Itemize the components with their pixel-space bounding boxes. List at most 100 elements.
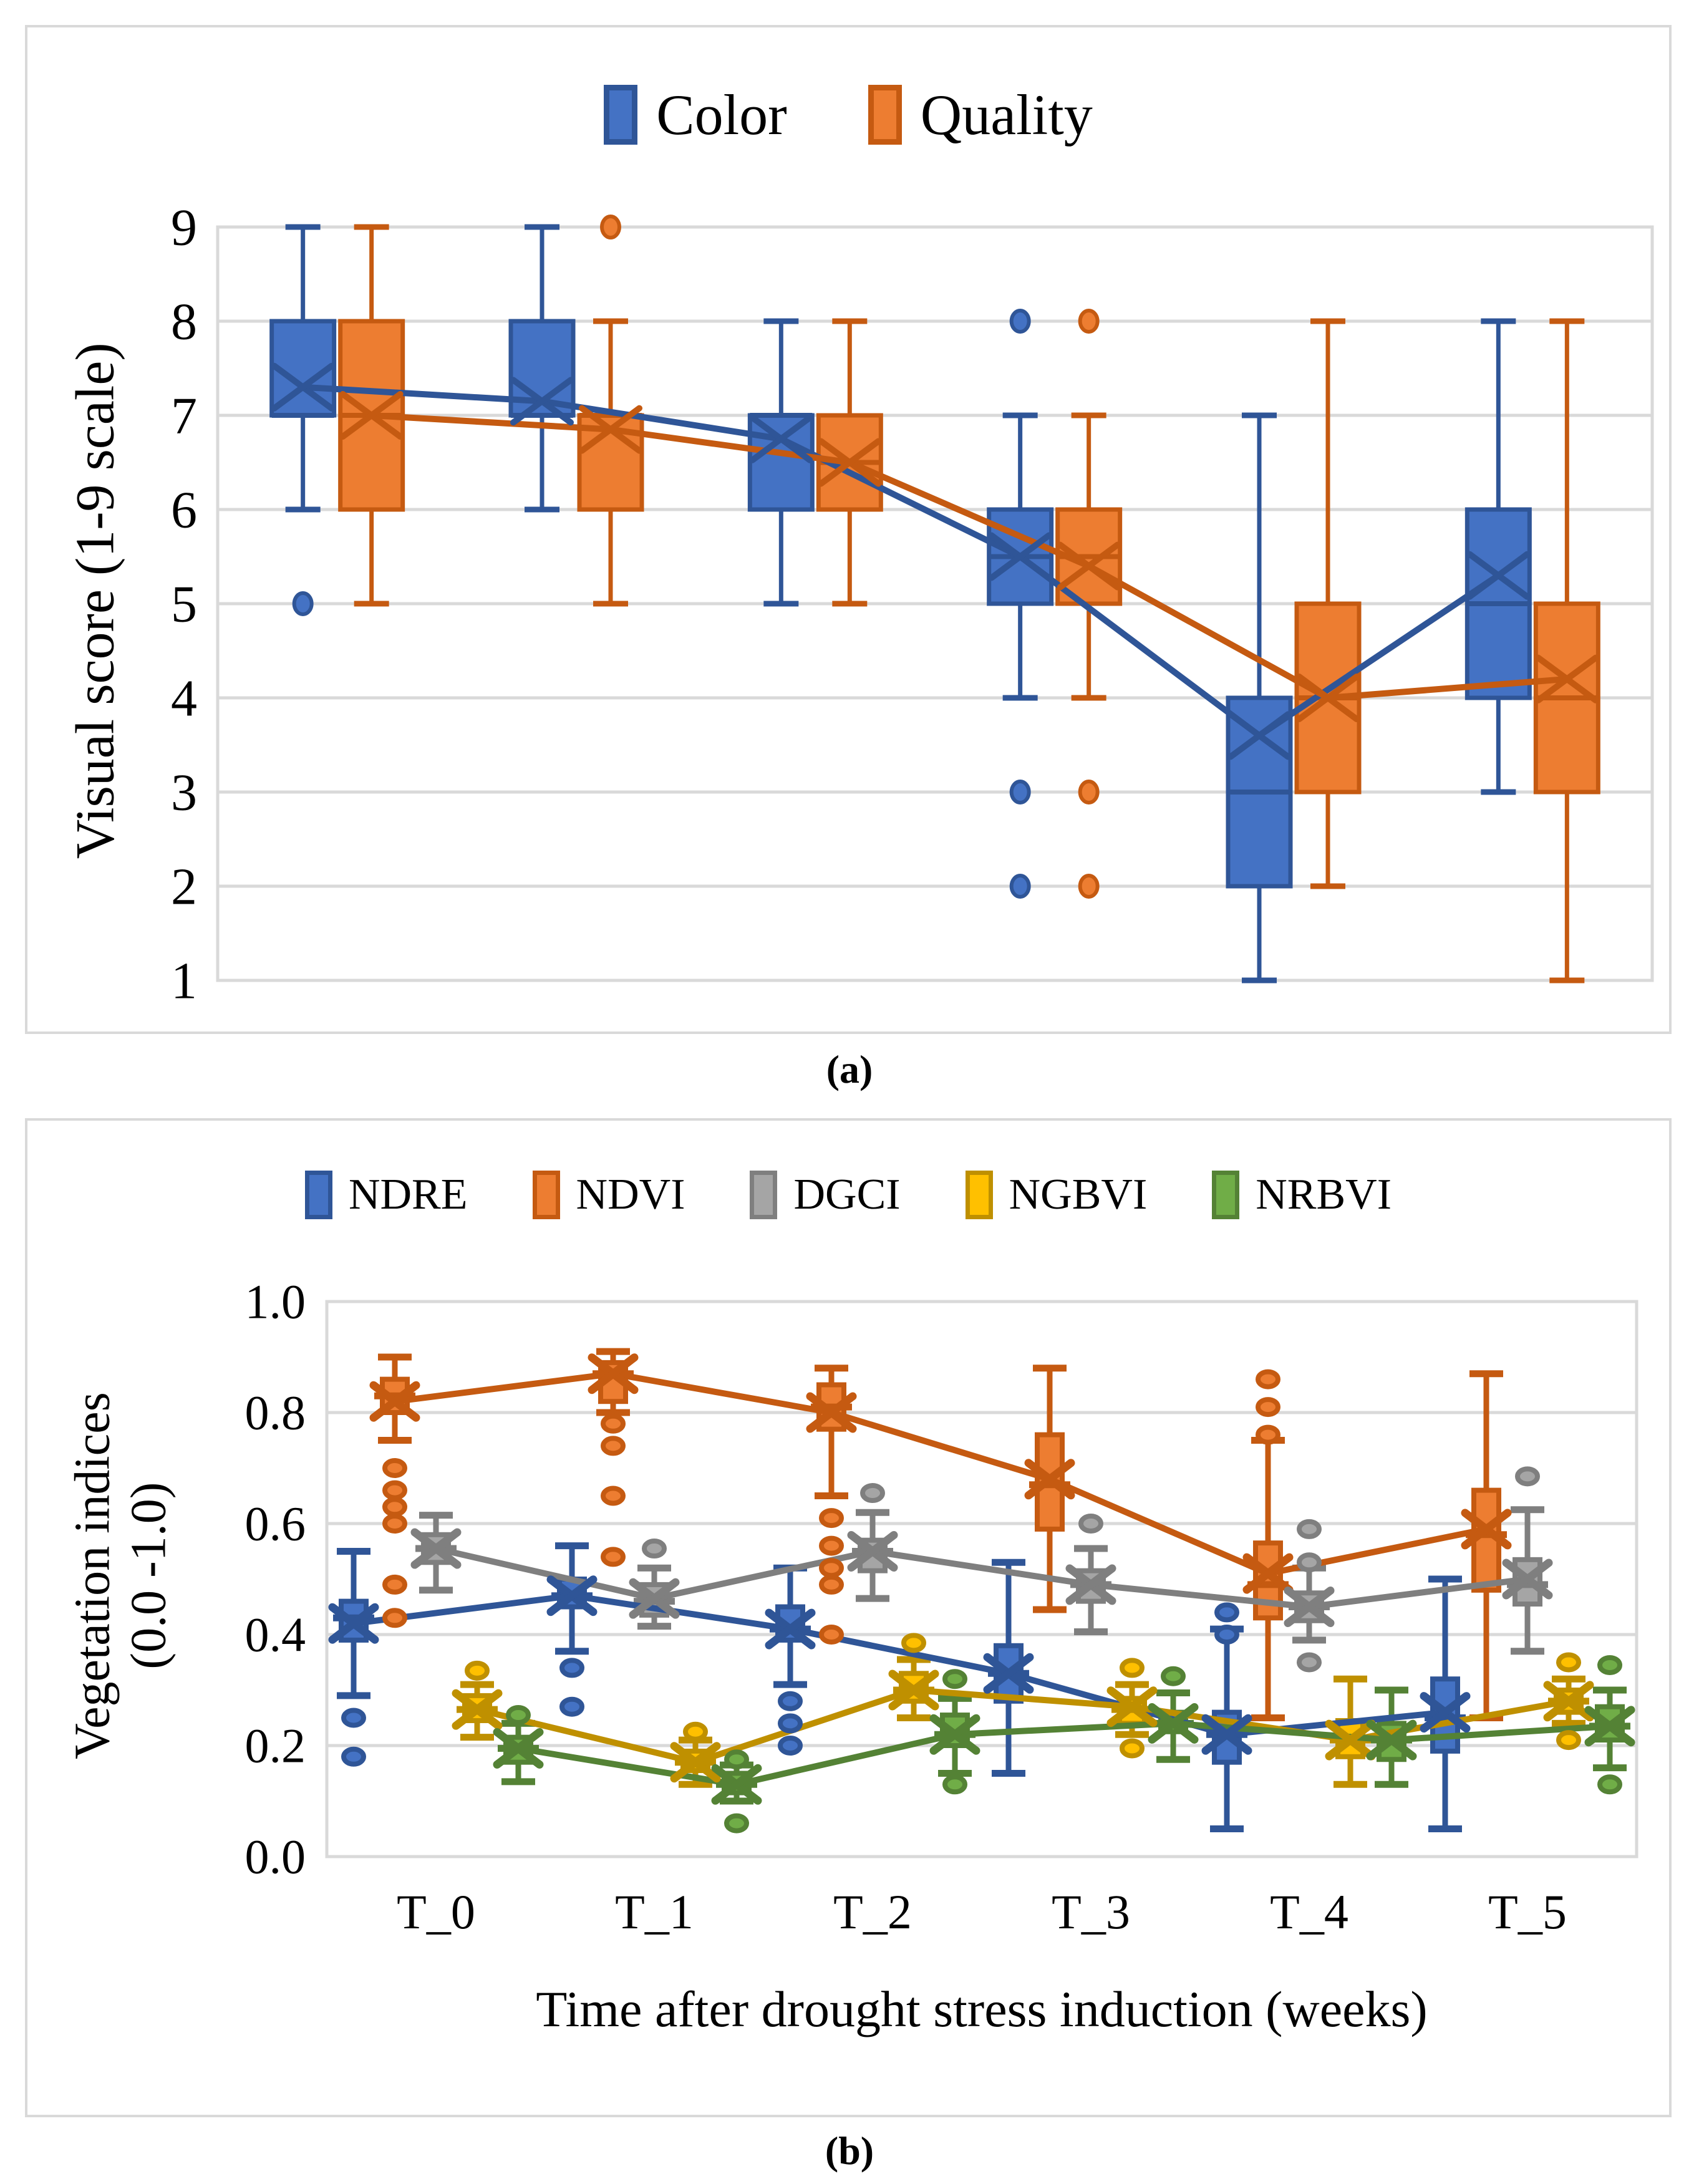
y-tick-label: 0.4 [245, 1608, 306, 1662]
series-markers-NRBVI [493, 1655, 1635, 1834]
mean-x-marker [493, 1727, 544, 1769]
mean-x-marker [1461, 1509, 1512, 1550]
legend-item-NRBVI: NRBVI [1212, 1171, 1392, 1219]
mean-x-marker [847, 1531, 898, 1572]
mean-trend-line-Color [303, 384, 1501, 739]
legend-label: DGCI [793, 1171, 901, 1219]
mean-x-marker [546, 1575, 598, 1616]
outlier-point [901, 1633, 926, 1653]
legend-swatch-icon [1212, 1171, 1240, 1219]
mean-x-marker [806, 1392, 857, 1433]
mean-x-marker [1057, 541, 1121, 591]
outlier-point [601, 1547, 626, 1567]
mean-x-marker [271, 362, 335, 412]
outlier-point [1556, 1730, 1581, 1751]
mean-x-marker [1227, 711, 1291, 760]
series-markers-NDRE [328, 1575, 1471, 1767]
panel-b-vegetation-indices-chart: NDRE NDVI DGCI NGBVI NRBVI Vegetation indice… [25, 1118, 1672, 2117]
outlier-point [778, 1691, 803, 1711]
mean-x-marker [1466, 551, 1531, 600]
mean-x-marker [1420, 1692, 1471, 1733]
mean-x-marker [1148, 1703, 1199, 1744]
legend-swatch-icon [604, 85, 638, 145]
outlier-point [1297, 1519, 1322, 1539]
series-markers-DGCI [410, 1466, 1553, 1673]
outlier-point [382, 1608, 407, 1628]
legend-label: Quality [920, 83, 1093, 147]
legend-item-DGCI: DGCI [750, 1171, 901, 1219]
outlier-point [382, 1480, 407, 1500]
mean-x-marker [579, 405, 642, 454]
outlier-point [819, 1558, 844, 1578]
outlier-point [1078, 874, 1100, 899]
outlier-point [1597, 1774, 1622, 1795]
y-tick-label: 1.0 [245, 1275, 306, 1329]
outlier-point [683, 1721, 708, 1742]
mean-trend-line-DGCI [435, 1545, 1528, 1610]
outlier-point [942, 1669, 967, 1689]
caption-b-text: (b) [825, 2128, 874, 2173]
legend-panel-b: NDRE NDVI DGCI NGBVI NRBVI [27, 1171, 1669, 1219]
outlier-point [559, 1658, 584, 1678]
outlier-point [1256, 1397, 1280, 1418]
x-axis-title: Time after drought stress induction (wee… [536, 1981, 1427, 2037]
mean-trend-line-NRBVI [518, 1720, 1610, 1788]
outlier-point [1078, 1514, 1103, 1534]
mean-x-marker [1201, 1714, 1252, 1755]
outlier-point [382, 1514, 407, 1534]
mean-x-marker [711, 1764, 762, 1805]
outlier-point [1120, 1658, 1145, 1678]
mean-x-marker [1543, 1681, 1594, 1722]
outlier-point [601, 1436, 626, 1456]
mean-x-marker [888, 1669, 939, 1711]
mean-x-marker [452, 1689, 503, 1730]
gridlines-a [216, 225, 1654, 982]
mean-x-marker [929, 1714, 980, 1755]
outlier-point [1078, 780, 1100, 805]
legend-label: NDRE [348, 1171, 468, 1219]
outlier-point [819, 1625, 844, 1645]
legend-swatch-icon [750, 1171, 778, 1219]
mean-x-marker [1366, 1719, 1417, 1761]
outlier-point [1556, 1652, 1581, 1673]
y-tick-label: 6 [171, 481, 197, 539]
legend-item-NGBVI: NGBVI [965, 1171, 1147, 1219]
mean-x-marker [749, 414, 813, 463]
legend-swatch-icon [532, 1171, 560, 1219]
x-tick-label: T_3 [1052, 1885, 1130, 1939]
mean-x-marker [1325, 1719, 1376, 1761]
y-tick-label: 0.6 [245, 1497, 306, 1551]
outlier-point [1297, 1652, 1322, 1673]
outlier-point [819, 1574, 844, 1595]
series-boxes-NDVI [374, 1348, 1507, 1721]
y-tick-label: 4 [171, 670, 197, 728]
y-tick-label: 8 [171, 293, 197, 351]
x-tick-label: T_5 [1488, 1885, 1567, 1939]
outlier-point [778, 1736, 803, 1756]
mean-x-marker [670, 1742, 721, 1783]
outlier-point [819, 1508, 844, 1529]
legend-item-NDRE: NDRE [304, 1171, 468, 1219]
legend-swatch-icon [965, 1171, 993, 1219]
outlier-point [1256, 1369, 1280, 1389]
outlier-point [819, 1535, 844, 1556]
legend-item-Color: Color [604, 85, 787, 145]
legend-label: NRBVI [1256, 1171, 1392, 1219]
mean-x-marker [510, 377, 574, 426]
mean-x-marker [988, 532, 1052, 581]
y-tick-label: 1 [171, 952, 197, 1010]
legend-swatch-icon [304, 1171, 332, 1219]
outlier-point [382, 1497, 407, 1517]
y-tick-label: 0.0 [245, 1830, 306, 1884]
boxplot-canvas-b: 1.0 0.8 0.6 0.4 0.2 0.0 T_0 T_1 T_2 T_3 T_4 T_5 Time… [245, 1275, 1638, 2037]
mean-x-marker [1024, 1459, 1075, 1500]
outlier-point [860, 1483, 885, 1504]
outlier-point [341, 1708, 366, 1728]
outlier-point [1214, 1602, 1239, 1623]
mean-x-marker [818, 438, 882, 487]
outlier-point [1120, 1738, 1145, 1759]
outlier-point [724, 1749, 749, 1770]
outlier-point [724, 1813, 749, 1834]
outlier-point [778, 1713, 803, 1734]
boxplot-canvas-a: 9 8 7 6 5 4 3 2 1 [171, 199, 1654, 1010]
